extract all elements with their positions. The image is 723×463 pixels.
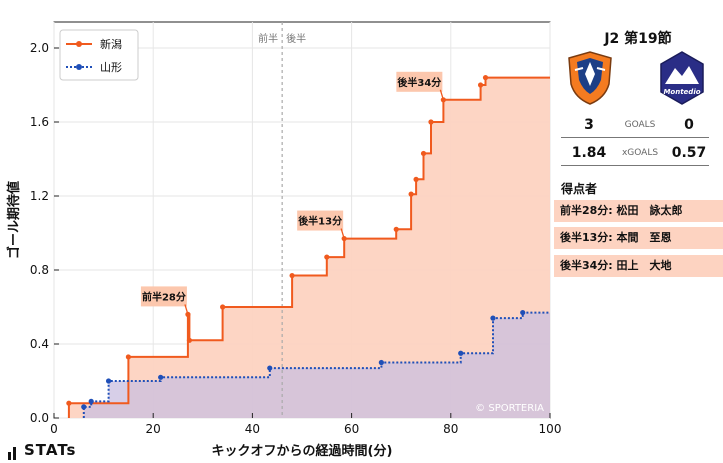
x-tick-label: 100 (539, 422, 562, 436)
y-tick-label: 1.2 (30, 189, 49, 203)
away-goals: 0 (684, 117, 694, 133)
series-point (125, 354, 131, 360)
stats-logo-icon (8, 442, 18, 460)
annotation-label: 後半34分 (397, 76, 441, 89)
series-point (413, 176, 419, 182)
series-point (458, 350, 464, 356)
annotation-label: 後半13分 (298, 215, 342, 228)
series-point (88, 398, 94, 404)
legend-marker (76, 64, 82, 70)
series-point (220, 304, 226, 310)
annotation-arrow (340, 228, 345, 239)
series-point (66, 400, 72, 406)
series-point (477, 82, 484, 88)
y-tick-label: 0.8 (30, 263, 49, 277)
series-point (289, 272, 295, 279)
stats-logo: STATs (8, 441, 76, 460)
x-axis-label: キックオフからの経過時間(分) (212, 443, 393, 459)
series-point (81, 404, 87, 410)
scorer-item: 後半13分: 本間 至恩 (554, 227, 723, 249)
series-point (105, 378, 112, 384)
series-point (378, 359, 384, 366)
home-xg: 1.84 (571, 145, 607, 161)
annotation-box (140, 286, 187, 307)
niigata-crest-icon (565, 50, 615, 106)
legend-box (59, 29, 139, 81)
xgoals-label: xGOALS (621, 148, 659, 158)
x-tick-label: 80 (443, 422, 458, 436)
x-tick-label: 0 (50, 422, 58, 436)
goals-row: 3 GOALS 0 (559, 117, 709, 137)
xgoals-divider (561, 165, 709, 166)
series-area-1 (83, 312, 551, 418)
annotation-arrow (184, 304, 189, 315)
home-goals: 3 (584, 117, 594, 133)
series-point (520, 309, 526, 316)
series-point (420, 150, 427, 157)
half-time-line: 前半 後半 (258, 22, 306, 418)
y-axis-label: ゴール期待値 (6, 181, 22, 259)
series-point (324, 254, 330, 260)
series-point (267, 365, 273, 371)
series-point (408, 191, 414, 197)
goals-label: GOALS (624, 120, 656, 130)
yamagata-crest-icon: Montedio (657, 50, 707, 106)
annotation-arrow (439, 89, 444, 100)
yamagata-crest-text: Montedio (663, 88, 700, 96)
series-point (490, 315, 496, 321)
scorer-item: 後半34分: 田上 大地 (554, 255, 723, 277)
legend-label: 山形 (100, 61, 122, 74)
xgoals-row: 1.84 xGOALS 0.57 (559, 145, 709, 165)
series-point (428, 119, 434, 125)
annotation-box (396, 71, 443, 92)
series-point (482, 75, 489, 81)
legend-label: 新潟 (100, 37, 122, 51)
annotation-label: 前半28分 (142, 290, 186, 303)
series-points (66, 75, 526, 410)
y-tick-label: 1.6 (30, 115, 49, 129)
goals-divider (561, 137, 709, 138)
match-title: J2 第19節 (604, 31, 672, 47)
scorers-title: 得点者 (561, 182, 598, 196)
y-tick-label: 2.0 (30, 41, 49, 55)
match-panel: J2 第19節 Montedio 3 GOALS 0 1.84 xGOALS 0… (553, 0, 723, 463)
x-tick-label: 60 (344, 422, 359, 436)
goal-annotations: 前半28分 後半13分 後半34分 (140, 71, 444, 315)
y-tick-label: 0.0 (30, 411, 49, 425)
away-xg: 0.57 (671, 145, 707, 161)
annotation-box (297, 210, 344, 231)
x-tick-label: 40 (245, 422, 260, 436)
second-half-label: 後半 (286, 32, 306, 45)
stats-logo-text: STATs (24, 441, 77, 459)
axes: 0 20 40 60 80 100 0.0 0.4 0.8 1.2 1.6 2.0 キックオフからの経過… (6, 41, 561, 459)
y-tick-label: 0.4 (30, 337, 49, 351)
legend-marker (76, 41, 82, 47)
watermark: © SPORTERIA (475, 403, 544, 414)
scorer-item: 前半28分: 松田 詠太郎 (554, 200, 723, 222)
series-point (186, 337, 193, 343)
first-half-label: 前半 (258, 32, 278, 45)
x-tick-label: 20 (146, 422, 161, 436)
series-point (393, 226, 399, 232)
series-point (158, 374, 164, 380)
